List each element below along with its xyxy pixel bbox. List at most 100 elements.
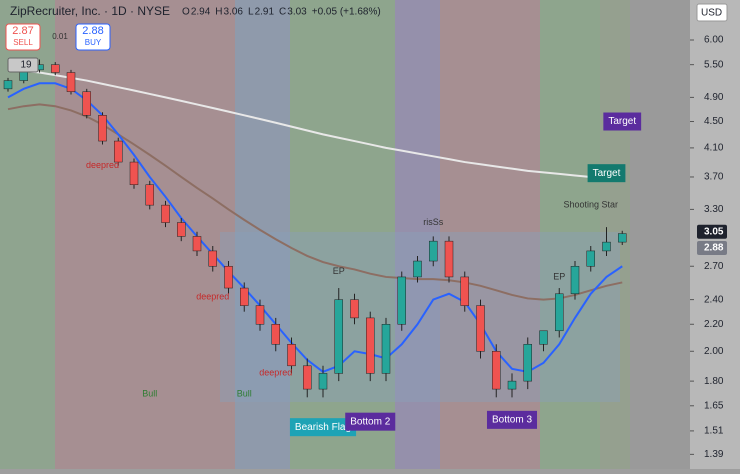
annotation-label: Bull: [237, 388, 252, 398]
y-tick-label: 1.51: [704, 426, 724, 437]
annotation-box: [603, 112, 642, 131]
y-tick-label: 1.39: [704, 449, 724, 460]
candle-body: [161, 204, 170, 223]
zone: [55, 0, 235, 469]
candle-body: [271, 324, 280, 345]
ohlc-value: 2.91: [255, 7, 275, 18]
y-tick-label: 4.90: [704, 92, 724, 103]
candle-body: [303, 365, 312, 390]
y-tick-label: 1.65: [704, 400, 724, 411]
price-badge-label: 2.88: [704, 243, 724, 254]
candle-body: [82, 91, 91, 116]
annotation-label: Shooting Star: [563, 200, 618, 210]
y-tick-label: 5.50: [704, 59, 724, 70]
zone: [540, 0, 600, 469]
annotation-box: [486, 410, 538, 429]
candle-body: [192, 236, 202, 252]
moving-average: [7, 82, 623, 373]
zone: [395, 0, 440, 469]
ohlc-value: 3.03: [287, 7, 307, 18]
candle-body: [555, 293, 564, 332]
y-tick-label: 1.80: [704, 376, 724, 387]
candle-body: [397, 276, 406, 325]
annotation-label: risSs: [423, 217, 443, 227]
annotation-label: Bull: [142, 388, 157, 398]
price-badge: [697, 224, 727, 239]
ohlc-key: H: [215, 7, 222, 18]
candle-body: [98, 115, 107, 142]
annotation-box: [587, 164, 626, 183]
y-tick-label: 4.10: [704, 143, 724, 154]
annotation-label: Target: [593, 168, 621, 179]
annotation-label: EP: [553, 271, 565, 281]
candle-body: [224, 265, 233, 289]
candle-body: [129, 161, 139, 185]
ohlc-key: C: [279, 7, 286, 18]
candle-body: [570, 265, 580, 295]
candle-body: [507, 380, 517, 390]
spread: 0.01: [52, 32, 68, 41]
ohlc-key: O: [182, 7, 190, 18]
candle-body: [66, 72, 76, 92]
currency-select[interactable]: [696, 3, 728, 22]
buy-price: 2.88: [82, 25, 103, 37]
header: ZipRecruiter, Inc. · 1D · NYSE 2.87 SELL…: [5, 3, 728, 73]
candle-body: [444, 240, 454, 278]
candle-body: [618, 233, 627, 243]
y-tick-label: 2.40: [704, 294, 724, 305]
annotation-label: deepred: [259, 368, 292, 378]
candle-body: [255, 305, 265, 325]
y-tick-label: 3.70: [704, 172, 724, 183]
buy-label: BUY: [85, 38, 102, 47]
candle-body: [523, 344, 532, 382]
plot: [3, 59, 627, 398]
candle-body: [287, 344, 296, 367]
annotation-box: [345, 412, 396, 431]
candle-body: [460, 276, 469, 306]
candle-body: [334, 299, 343, 374]
candle-body: [429, 240, 438, 262]
moving-average: [7, 103, 623, 301]
candle-body: [586, 250, 595, 267]
annotation-label: Bottom 3: [492, 414, 532, 425]
candle-body: [3, 80, 13, 90]
candle-body: [208, 250, 217, 267]
y-tick-label: 4.50: [704, 116, 724, 127]
change: +0.05 (+1.68%): [312, 7, 381, 18]
candle-body: [539, 330, 548, 345]
candle-body: [145, 184, 154, 206]
ohlc-value: 3.06: [224, 7, 244, 18]
candle-body: [114, 140, 123, 163]
candle-body: [366, 317, 375, 374]
candle-body: [381, 324, 391, 374]
candle-body: [602, 241, 611, 252]
ohlc-key: L: [248, 7, 254, 18]
y-tick-label: 2.00: [704, 346, 724, 357]
y-tick-label: 3.30: [704, 204, 724, 215]
annotation-label: Target: [608, 116, 636, 127]
annotation-box: [289, 418, 357, 437]
candle-body: [492, 351, 501, 390]
candle-body: [51, 64, 60, 73]
annotation-label: EP: [333, 266, 345, 276]
y-tick-label: 6.00: [704, 35, 724, 46]
zone: [440, 0, 540, 469]
annotation-label: deepred: [196, 292, 229, 302]
candle-body: [413, 260, 422, 278]
ohlc-value: 2.94: [191, 7, 211, 18]
sell-label: SELL: [13, 38, 33, 47]
interval-field[interactable]: [7, 57, 39, 73]
candle-body: [476, 305, 485, 352]
sell-price: 2.87: [12, 25, 33, 37]
interval-value: 19: [20, 60, 32, 71]
zone: [235, 0, 290, 469]
pattern-box: [220, 232, 620, 402]
moving-average: [7, 68, 623, 180]
candle-body: [240, 287, 249, 306]
sell-button[interactable]: [5, 23, 41, 51]
buy-button[interactable]: [75, 23, 111, 51]
annotation-label: Bearish Flag: [295, 422, 351, 433]
